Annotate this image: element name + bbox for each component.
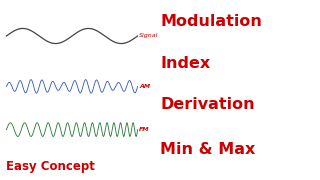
Text: Easy Concept: Easy Concept [6, 160, 95, 173]
Text: Derivation: Derivation [160, 97, 255, 112]
Text: Min & Max: Min & Max [160, 142, 255, 157]
Text: Index: Index [160, 55, 210, 71]
Text: Modulation: Modulation [160, 14, 262, 29]
Text: Signal: Signal [139, 33, 159, 39]
Text: FM: FM [139, 127, 150, 132]
Text: AM: AM [139, 84, 150, 89]
